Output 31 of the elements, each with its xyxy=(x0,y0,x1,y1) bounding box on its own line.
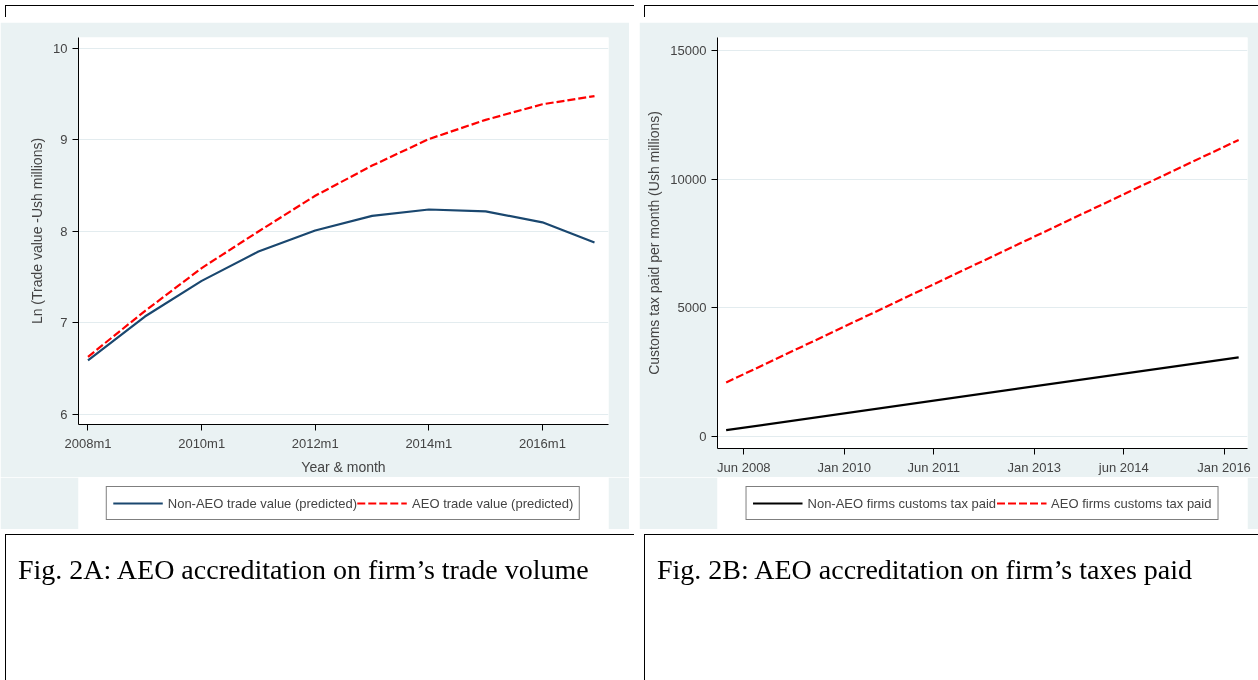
legend-label: Non-AEO trade value (predicted) xyxy=(167,495,358,511)
x-tick-label: 2012m1 xyxy=(291,435,339,451)
legend-label: AEO firms customs tax paid xyxy=(1051,495,1212,511)
caption: Fig. 2A: AEO accreditation on firm’s trade volume xyxy=(18,553,589,587)
x-tick-label: Jan 2013 xyxy=(1007,459,1062,475)
y-axis-title: Customs tax paid per month (Ush millions) xyxy=(646,111,663,375)
y-tick-label: 7 xyxy=(60,315,68,331)
x-tick-label: Jan 2010 xyxy=(817,459,871,475)
legend-label: AEO trade value (predicted) xyxy=(412,495,574,511)
y-tick-label: 0 xyxy=(699,428,707,444)
y-tick-label: 9 xyxy=(60,132,68,148)
legend-label: Non-AEO firms customs tax paid xyxy=(807,495,997,511)
y-tick-label: 6 xyxy=(60,406,68,422)
y-axis-title: Ln (Trade value -Ush millions) xyxy=(29,137,46,325)
x-tick-label: jun 2014 xyxy=(1097,459,1149,475)
y-tick-label: 10 xyxy=(53,40,68,56)
x-tick-label: 2010m1 xyxy=(178,435,226,451)
x-tick-label: 2008m1 xyxy=(64,435,112,451)
y-tick-label: 5000 xyxy=(677,300,707,316)
line-series xyxy=(86,208,596,362)
x-tick-label: Jun 2008 xyxy=(717,459,771,475)
x-tick-label: Jan 2016 xyxy=(1197,459,1251,475)
y-tick-label: 10000 xyxy=(670,171,707,187)
line-series xyxy=(86,94,596,358)
x-tick-label: Jun 2011 xyxy=(907,459,960,475)
x-tick-label: 2016m1 xyxy=(518,435,566,451)
x-axis-title: Year & month xyxy=(301,458,386,475)
caption: Fig. 2B: AEO accreditation on firm’s taxes paid xyxy=(657,553,1193,587)
x-tick-label: 2014m1 xyxy=(405,435,453,451)
y-tick-label: 8 xyxy=(60,223,68,239)
y-tick-label: 15000 xyxy=(670,42,707,58)
